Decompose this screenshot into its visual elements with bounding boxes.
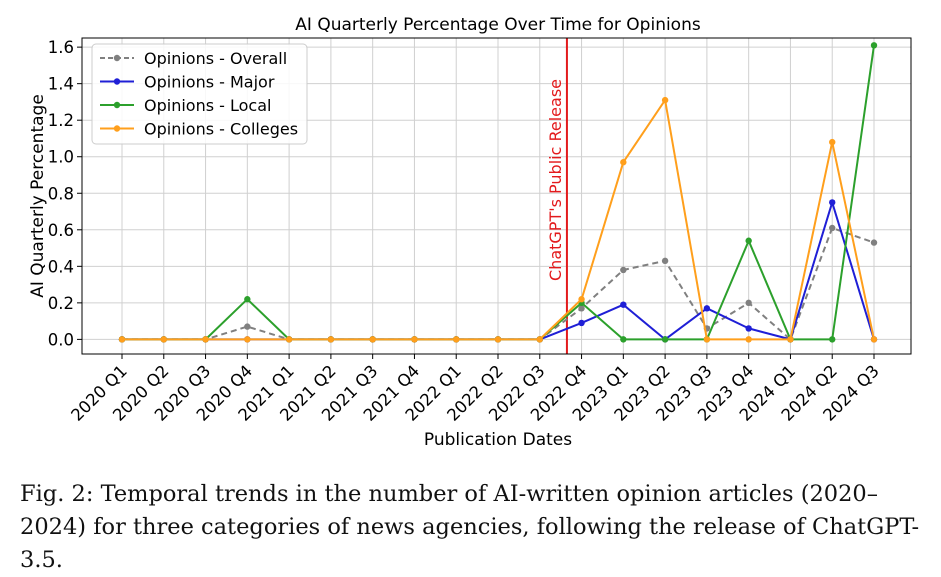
data-point bbox=[620, 159, 627, 166]
data-point bbox=[745, 237, 752, 244]
data-point bbox=[411, 336, 418, 343]
data-point bbox=[327, 336, 335, 343]
y-tick-label: 1.6 bbox=[48, 38, 74, 57]
data-point bbox=[870, 336, 878, 343]
data-point bbox=[202, 336, 209, 343]
y-tick-label: 0.4 bbox=[48, 257, 74, 276]
data-point bbox=[536, 336, 543, 343]
data-point bbox=[829, 138, 836, 146]
legend-label: Opinions - Local bbox=[144, 96, 271, 115]
data-point bbox=[745, 336, 752, 343]
data-point bbox=[745, 299, 752, 307]
legend-marker bbox=[113, 101, 121, 109]
data-point bbox=[661, 96, 669, 104]
release-annotation-label: ChatGPT's Public Release bbox=[546, 79, 565, 281]
data-point bbox=[244, 336, 251, 343]
legend-marker bbox=[113, 78, 121, 85]
data-point bbox=[661, 336, 669, 343]
figure-caption: Fig. 2: Temporal trends in the number of… bbox=[20, 481, 920, 573]
data-point bbox=[369, 336, 376, 343]
y-tick-label: 0.0 bbox=[48, 330, 74, 349]
y-tick-label: 0.6 bbox=[48, 221, 74, 240]
y-axis-label: AI Quarterly Percentage bbox=[28, 94, 48, 298]
y-tick-label: 0.8 bbox=[48, 184, 74, 203]
data-point bbox=[745, 325, 752, 332]
y-tick-label: 1.2 bbox=[48, 111, 74, 130]
data-point bbox=[620, 266, 627, 274]
legend-label: Opinions - Major bbox=[144, 73, 275, 92]
data-point bbox=[829, 199, 836, 206]
data-point bbox=[578, 296, 585, 303]
data-point bbox=[285, 336, 293, 343]
data-point bbox=[244, 323, 251, 330]
data-point bbox=[787, 336, 794, 343]
data-point bbox=[703, 305, 711, 312]
chart-title: AI Quarterly Percentage Over Time for Op… bbox=[295, 15, 701, 35]
data-point bbox=[453, 336, 460, 343]
data-point bbox=[870, 42, 878, 49]
legend-label: Opinions - Colleges bbox=[144, 120, 298, 139]
legend-box bbox=[91, 43, 308, 145]
data-point bbox=[494, 336, 502, 343]
data-point bbox=[578, 319, 585, 327]
data-point bbox=[703, 336, 711, 343]
data-point bbox=[160, 336, 167, 343]
annotation-layer: ChatGPT's Public Release bbox=[546, 38, 568, 354]
legend: Opinions - Overall Opinions - Major Opinio… bbox=[91, 43, 308, 145]
data-point bbox=[578, 305, 585, 312]
data-point bbox=[829, 336, 836, 343]
legend-marker bbox=[113, 125, 121, 132]
y-tick-label: 1.0 bbox=[48, 148, 74, 167]
plot-frame bbox=[81, 37, 912, 355]
data-point bbox=[661, 257, 669, 265]
legend-marker bbox=[113, 54, 121, 62]
series-4 bbox=[118, 96, 878, 343]
data-point bbox=[870, 239, 878, 246]
data-point bbox=[620, 336, 627, 343]
series-layer bbox=[118, 42, 878, 343]
line-chart: ChatGPT's Public Release 0.0 0.2 0.4 0.6 0.8… bbox=[28, 15, 912, 450]
legend-label: Opinions - Overall bbox=[144, 49, 287, 68]
x-axis-label: Publication Dates bbox=[424, 430, 572, 450]
data-point bbox=[829, 224, 836, 232]
y-tick-label: 0.2 bbox=[48, 294, 74, 313]
y-tick-label: 1.4 bbox=[48, 75, 74, 94]
data-point bbox=[244, 296, 251, 303]
data-point bbox=[620, 301, 627, 308]
data-point bbox=[118, 336, 126, 343]
